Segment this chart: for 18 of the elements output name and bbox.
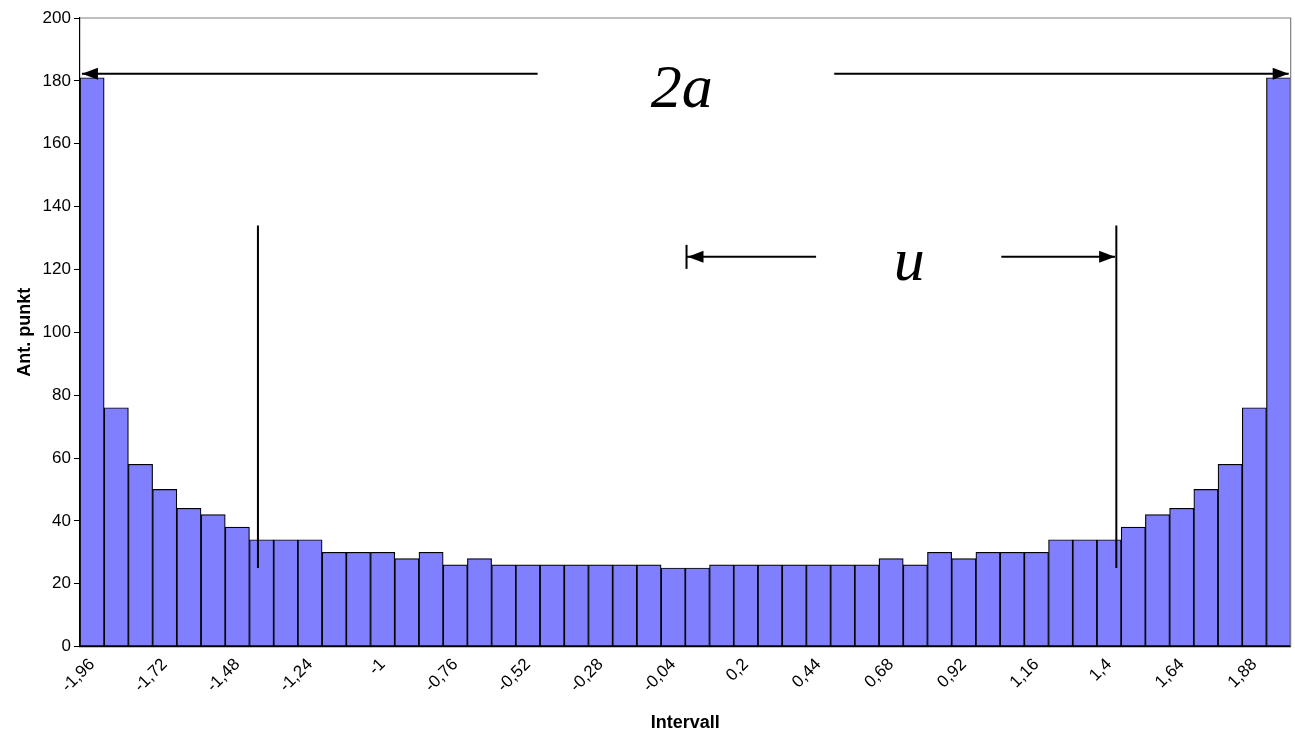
annotation: u [893, 224, 925, 293]
annotation: 2a [650, 51, 713, 120]
y-tick-label: 140 [42, 196, 71, 216]
y-tick-label: 160 [42, 133, 71, 153]
x-tick-label: 1,4 [1085, 654, 1116, 685]
x-tick-label: 0,2 [721, 654, 752, 685]
y-tick-label: 40 [52, 510, 71, 530]
x-tick-label: -1 [364, 654, 389, 679]
y-tick-label: 180 [42, 70, 71, 90]
y-tick-label: 0 [61, 636, 71, 656]
y-tick-label: 80 [52, 384, 71, 404]
x-axis-title: Intervall [650, 712, 720, 733]
y-tick-label: 200 [42, 7, 71, 27]
y-tick-label: 100 [42, 321, 71, 341]
y-tick-label: 120 [42, 259, 71, 279]
y-axis-title: Ant. punkt [13, 287, 34, 377]
y-tick-label: 20 [52, 573, 71, 593]
y-tick-label: 60 [52, 447, 71, 467]
